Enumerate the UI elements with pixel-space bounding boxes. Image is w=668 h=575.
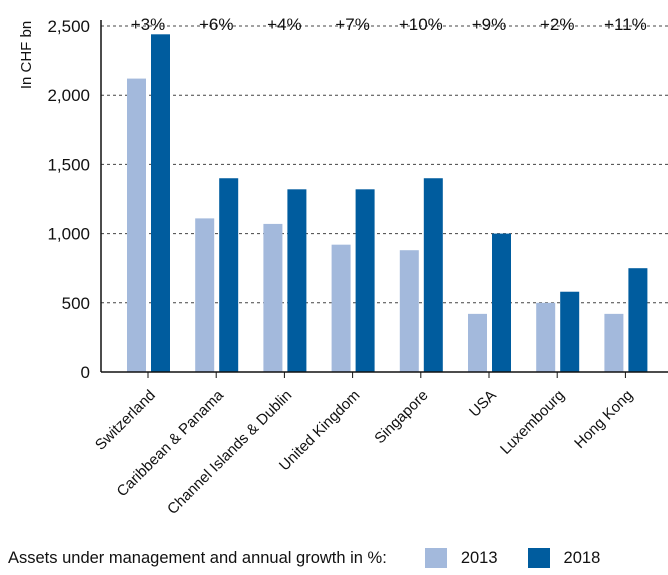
growth-annotation-7: +11%	[604, 15, 647, 34]
bar-2013-2	[263, 223, 283, 372]
y-tick-label-2000: 2,000	[47, 86, 90, 105]
x-tick-label-6: Luxembourg	[497, 387, 568, 458]
bar-2013-7	[604, 313, 624, 372]
bar-2018-5	[492, 233, 511, 372]
bar-2018-0	[151, 34, 170, 372]
legend-item-2018: 2018	[527, 548, 601, 568]
growth-annotation-4: +10%	[399, 15, 443, 34]
bar-2018-4	[423, 178, 443, 372]
bar-2013-1	[195, 218, 215, 372]
legend-caption: Assets under management and annual growt…	[8, 548, 387, 567]
bar-2013-5	[468, 313, 487, 372]
x-tick-label-7: Hong Kong	[571, 387, 636, 452]
y-tick-label-2500: 2,500	[47, 17, 90, 36]
x-tick-label-4: Singapore	[371, 387, 431, 447]
y-tick-label-500: 500	[62, 294, 90, 313]
legend-swatch-2013	[424, 548, 447, 568]
bar-2018-3	[355, 189, 375, 372]
growth-annotation-0: +3%	[131, 15, 166, 34]
x-tick-label-2: Channel Islands & Dublin	[164, 387, 295, 518]
growth-annotation-1: +6%	[199, 15, 234, 34]
y-tick-label-0: 0	[81, 363, 90, 382]
legend-swatch-2018	[527, 548, 550, 568]
y-axis-label: In CHF bn	[18, 21, 35, 89]
y-tick-label-1500: 1,500	[47, 155, 90, 174]
legend: Assets under management and annual growt…	[8, 546, 630, 570]
legend-label-2013: 2013	[460, 548, 498, 567]
bar-2018-2	[287, 189, 307, 372]
growth-annotation-3: +7%	[335, 15, 370, 34]
bar-2013-6	[536, 302, 556, 372]
bar-2013-3	[331, 244, 351, 372]
y-tick-label-1000: 1,000	[47, 225, 90, 244]
growth-annotation-6: +2%	[540, 15, 575, 34]
bar-2018-6	[560, 291, 580, 372]
x-tick-label-0: Switzerland	[92, 387, 159, 454]
bar-2018-1	[219, 178, 239, 372]
bar-2018-7	[628, 268, 648, 372]
legend-item-2013: 2013	[424, 548, 498, 568]
x-tick-label-5: USA	[466, 387, 500, 421]
growth-annotation-5: +9%	[472, 15, 507, 34]
growth-annotation-2: +4%	[267, 15, 302, 34]
bar-2013-4	[399, 250, 419, 372]
legend-label-2018: 2018	[563, 548, 601, 567]
bar-2013-0	[127, 78, 146, 372]
